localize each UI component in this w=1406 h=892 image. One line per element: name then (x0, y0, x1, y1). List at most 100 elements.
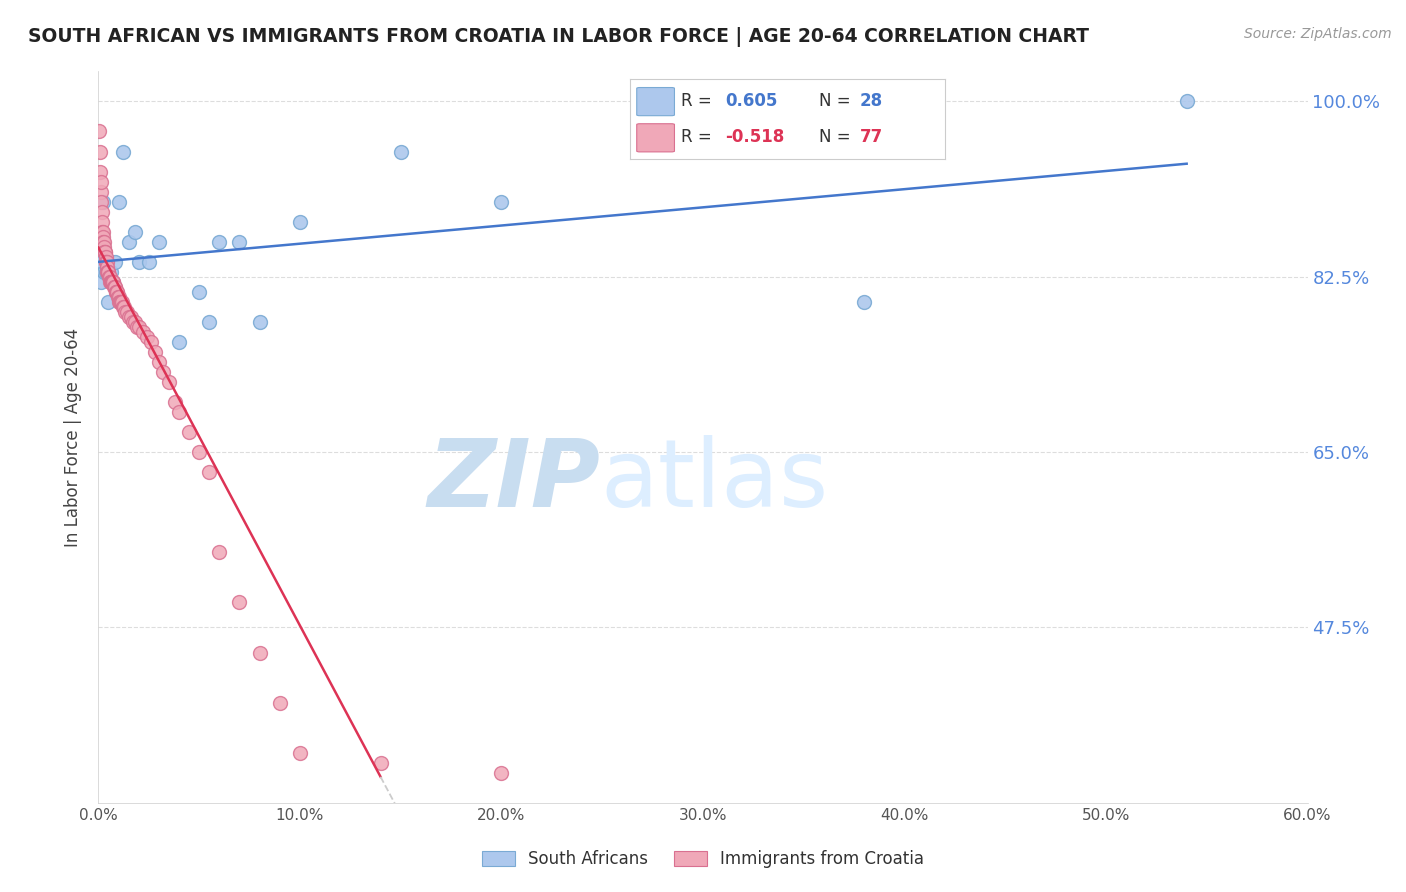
Point (91, 254, 114, 268)
Point (853, 294, 876, 309)
Point (96, 254, 118, 268)
Legend: South Africans, Immigrants from Croatia: South Africans, Immigrants from Croatia (475, 844, 931, 875)
Text: SOUTH AFRICAN VS IMMIGRANTS FROM CROATIA IN LABOR FORCE | AGE 20-64 CORRELATION : SOUTH AFRICAN VS IMMIGRANTS FROM CROATIA… (28, 27, 1090, 46)
Point (100, 275, 122, 289)
Point (93, 229, 115, 244)
Point (138, 254, 160, 268)
Point (97, 269, 120, 284)
Point (152, 365, 174, 379)
Point (143, 345, 166, 359)
Point (90, 185, 112, 199)
Point (97, 265, 120, 279)
Point (94, 244, 117, 259)
Point (148, 355, 170, 369)
Point (118, 310, 141, 324)
Point (107, 290, 129, 304)
Point (249, 315, 271, 329)
Point (105, 285, 128, 299)
Point (96, 254, 118, 268)
Point (110, 294, 132, 309)
Point (114, 305, 136, 319)
Text: ZIP: ZIP (427, 435, 600, 527)
Point (389, 145, 412, 159)
Point (105, 285, 128, 299)
Point (89, 124, 111, 138)
Point (198, 315, 221, 329)
Point (188, 445, 211, 459)
Point (125, 319, 148, 334)
Point (89, 145, 111, 159)
Point (93, 235, 115, 249)
Point (1175, 95, 1198, 109)
Point (97, 294, 120, 309)
Point (100, 275, 122, 289)
Point (100, 265, 122, 279)
Point (91, 214, 114, 228)
Point (139, 334, 162, 349)
Point (491, 194, 513, 209)
Point (132, 325, 155, 339)
Point (103, 280, 125, 294)
Point (111, 300, 134, 314)
Point (118, 235, 141, 249)
Point (108, 294, 131, 309)
Point (188, 285, 211, 299)
Point (115, 305, 138, 319)
Point (94, 244, 117, 259)
Point (107, 294, 129, 309)
Point (97, 265, 120, 279)
Y-axis label: In Labor Force | Age 20-64: In Labor Force | Age 20-64 (65, 327, 83, 547)
Point (101, 275, 124, 289)
Text: Source: ZipAtlas.com: Source: ZipAtlas.com (1244, 27, 1392, 41)
Point (105, 285, 128, 299)
Point (208, 545, 231, 559)
Point (89, 164, 111, 178)
Point (91, 225, 114, 239)
Point (104, 280, 127, 294)
Point (121, 315, 143, 329)
Point (90, 175, 112, 189)
Point (198, 465, 221, 479)
Point (124, 315, 146, 329)
Point (93, 235, 115, 249)
Point (157, 375, 180, 389)
Point (128, 319, 150, 334)
Point (124, 225, 146, 239)
Point (89, 244, 111, 259)
Point (111, 145, 134, 159)
Point (91, 225, 114, 239)
Point (128, 254, 150, 268)
Point (208, 235, 231, 249)
Point (167, 334, 190, 349)
Point (96, 254, 118, 268)
Point (93, 194, 115, 209)
Point (269, 696, 291, 710)
Point (107, 290, 129, 304)
Point (93, 240, 115, 254)
Point (135, 330, 157, 344)
Point (100, 275, 122, 289)
Point (101, 275, 124, 289)
Point (90, 194, 112, 209)
Point (96, 265, 118, 279)
Point (90, 275, 112, 289)
Point (101, 275, 124, 289)
Point (110, 294, 132, 309)
Point (96, 265, 118, 279)
Text: atlas: atlas (600, 435, 828, 527)
Point (98, 275, 121, 289)
Point (163, 395, 186, 409)
Point (249, 646, 271, 660)
Point (97, 265, 120, 279)
Point (103, 280, 125, 294)
Point (93, 265, 115, 279)
Point (167, 405, 190, 419)
Point (228, 235, 250, 249)
Point (94, 250, 117, 264)
Point (96, 260, 118, 274)
Point (288, 214, 311, 228)
Point (93, 244, 115, 259)
Point (148, 235, 170, 249)
Point (370, 756, 392, 770)
Point (107, 194, 129, 209)
